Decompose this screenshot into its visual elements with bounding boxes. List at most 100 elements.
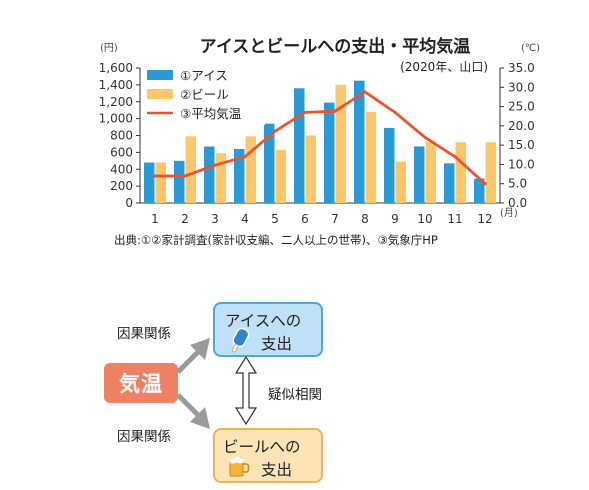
- bar-beer: [305, 135, 316, 203]
- bar-ice: [294, 88, 305, 203]
- y-right-unit: (℃): [521, 43, 540, 54]
- temperature-point: [423, 135, 427, 140]
- x-tick-label: 12: [477, 212, 492, 226]
- arrow-to-ice: [176, 338, 210, 374]
- chart: アイスとビールへの支出・平均気温 (2020年、山口) (円) (℃) (月) …: [99, 36, 540, 247]
- bar-beer: [365, 111, 376, 203]
- causal-label-bottom: 因果関係: [117, 429, 171, 445]
- x-tick-label: 10: [417, 212, 432, 226]
- y-right-tick-label: 25.0: [508, 100, 535, 114]
- x-tick-label: 4: [241, 212, 249, 226]
- bar-beer: [185, 136, 196, 203]
- bar-beer: [455, 142, 466, 203]
- chart-title: アイスとビールへの支出・平均気温: [200, 36, 471, 57]
- x-tick-label: 11: [447, 212, 462, 226]
- legend-swatch-ice: [147, 70, 173, 80]
- x-tick-label: 7: [331, 212, 339, 226]
- temperature-line: [153, 90, 487, 186]
- beer-spending-box: ビールへの 支出: [213, 428, 323, 483]
- temperature-point: [273, 129, 277, 133]
- bar-beer: [275, 149, 286, 203]
- bar-beer: [335, 84, 346, 203]
- temperature-point: [483, 182, 487, 186]
- legend-label-temperature: ③平均気温: [180, 106, 242, 121]
- arrow-to-beer: [176, 393, 210, 429]
- ice-pop-icon: [231, 327, 250, 353]
- beer-box-line1: ビールへの: [223, 438, 301, 456]
- bar-ice: [384, 127, 395, 203]
- y-left-tick-label: 0: [125, 196, 133, 210]
- x-tick-label: 3: [211, 212, 219, 226]
- y-left-tick-label: 1,200: [99, 95, 133, 109]
- x-tick-label: 9: [391, 212, 399, 226]
- temperature-point: [153, 174, 157, 178]
- chart-subtitle: (2020年、山口): [400, 60, 488, 74]
- bar-beer: [395, 161, 406, 203]
- bar-ice: [204, 146, 215, 203]
- x-tick-label: 8: [361, 212, 369, 226]
- bar-ice: [354, 80, 365, 203]
- y-right-tick-label: 5.0: [508, 177, 527, 191]
- bar-beer: [245, 136, 256, 203]
- y-left-unit: (円): [100, 43, 118, 54]
- y-left-tick-label: 800: [110, 129, 133, 143]
- bar-ice: [144, 162, 155, 203]
- axes: [136, 67, 504, 204]
- y-left-tick-label: 1,600: [99, 61, 133, 75]
- bar-beer: [215, 153, 226, 203]
- y-right-tick-label: 30.0: [508, 80, 535, 94]
- temperature-label: 気温: [119, 372, 163, 396]
- bar-ice: [474, 178, 485, 203]
- bar-beer: [425, 141, 436, 203]
- bar-ice: [264, 123, 275, 203]
- y-left-tick-label: 600: [110, 145, 133, 159]
- y-right-tick-label: 10.0: [508, 157, 535, 171]
- causal-label-top: 因果関係: [117, 326, 171, 342]
- x-tick-label: 6: [301, 212, 309, 226]
- bar-ice: [324, 102, 335, 203]
- temperature-point: [183, 174, 187, 178]
- y-right-tick-label: 35.0: [508, 61, 535, 75]
- bars: [144, 80, 496, 203]
- y-right-tick-label: 20.0: [508, 119, 535, 133]
- temperature-box: 気温: [104, 363, 178, 403]
- temperature-point: [363, 90, 367, 94]
- y-left-tick-label: 1,400: [99, 78, 133, 92]
- legend: ①アイス ②ビール ③平均気温: [141, 63, 265, 125]
- bar-beer: [485, 142, 496, 203]
- x-tick-label: 1: [151, 212, 159, 226]
- temperature-point: [453, 155, 457, 159]
- bar-ice: [444, 163, 455, 203]
- bar-ice: [234, 149, 245, 203]
- ice-spending-box: アイスへの 支出: [213, 302, 323, 357]
- y-right-tick-label: 15.0: [508, 138, 535, 152]
- double-arrow: [234, 355, 258, 426]
- y-left-tick-label: 1,000: [99, 112, 133, 126]
- x-tick-label: 5: [271, 212, 279, 226]
- legend-swatch-beer: [147, 89, 173, 99]
- tick-labels: 0 200 400 600 800 1,000 1,200 1,400 1,600 0.0 5.0 1…: [99, 61, 535, 226]
- legend-label-ice: ①アイス: [180, 68, 228, 83]
- ice-box-line1: アイスへの: [225, 312, 302, 330]
- temperature-point: [243, 155, 247, 159]
- beer-box-line2: 支出: [261, 461, 293, 479]
- chart-source: 出典:①②家計調査(家計収支編、二人以上の世帯)、③気象庁HP: [114, 233, 438, 247]
- temperature-point: [333, 109, 337, 113]
- bar-beer: [155, 162, 166, 203]
- y-right-tick-label: 0.0: [508, 196, 527, 210]
- y-left-tick-label: 200: [110, 179, 133, 193]
- temperature-point: [213, 163, 217, 167]
- bar-ice: [174, 160, 185, 203]
- legend-label-beer: ②ビール: [180, 87, 229, 102]
- x-unit: (月): [500, 207, 518, 219]
- temperature-polyline: [155, 90, 486, 185]
- beer-mug-icon: [229, 457, 250, 477]
- temperature-point: [393, 110, 397, 114]
- y-left-tick-label: 400: [110, 162, 133, 176]
- ice-box-line2: 支出: [261, 335, 293, 353]
- bar-ice: [414, 146, 425, 203]
- pseudo-correlation-label: 疑似相関: [268, 387, 322, 403]
- temperature-point: [303, 110, 307, 114]
- x-tick-label: 2: [181, 212, 189, 226]
